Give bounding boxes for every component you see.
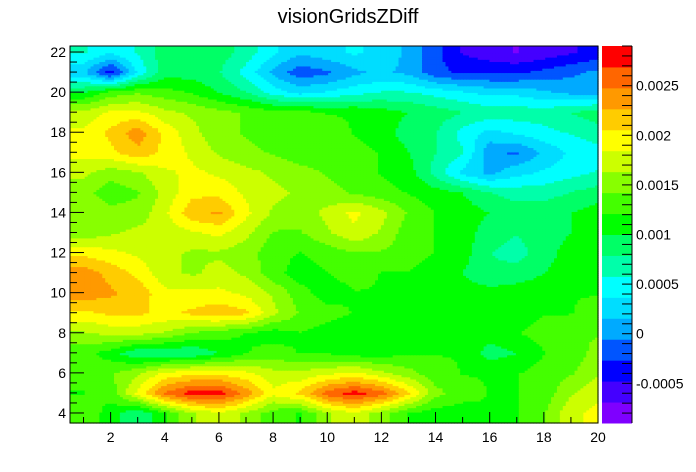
heatmap-cells [70,46,599,424]
